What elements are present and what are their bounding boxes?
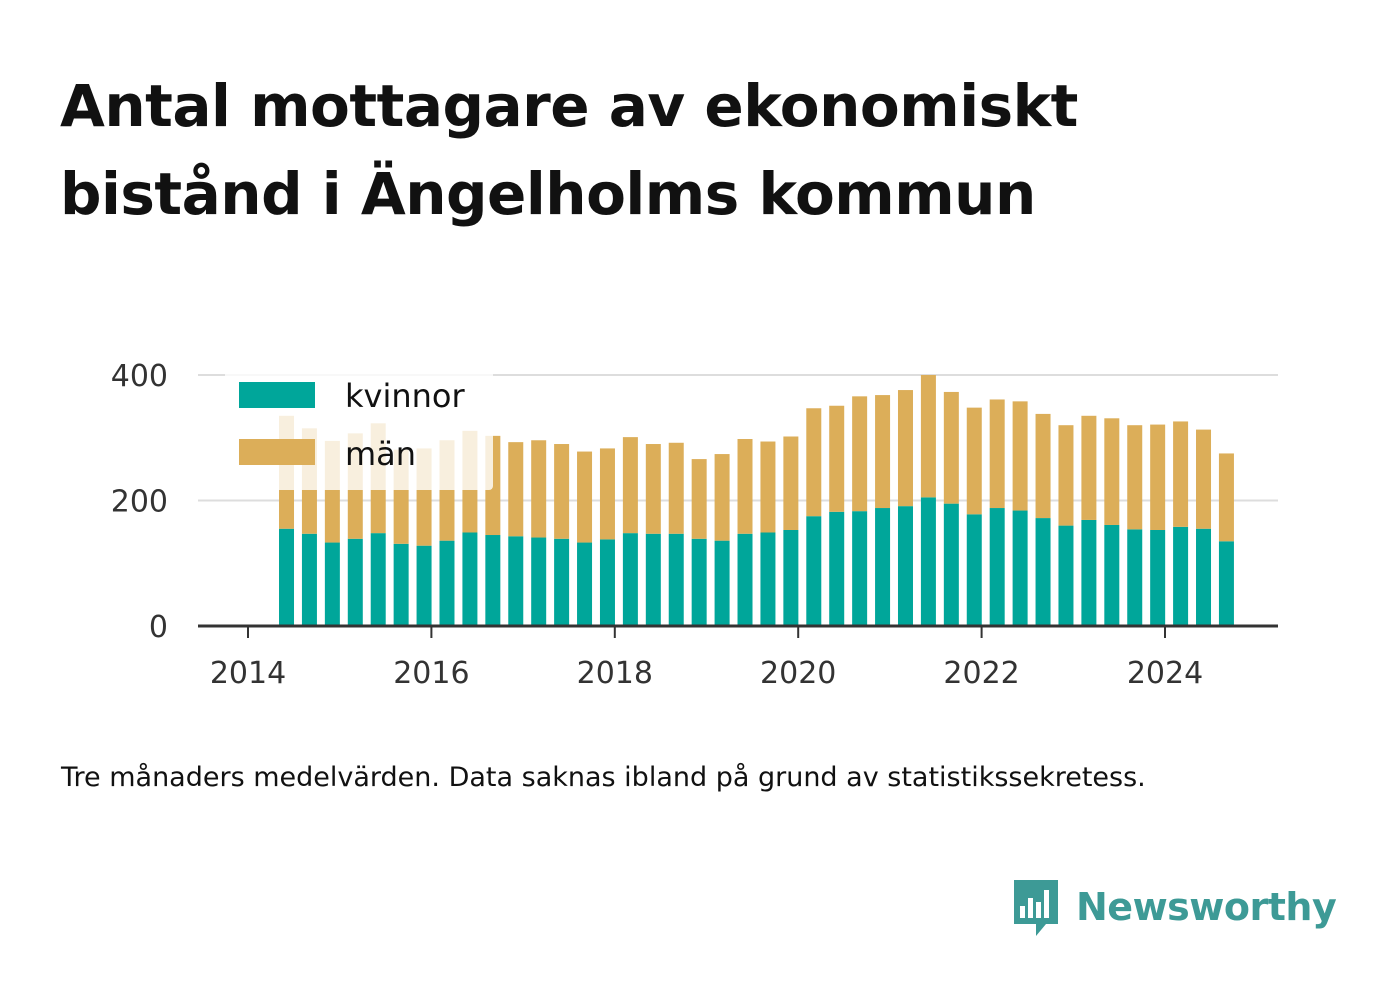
bar-kvinnor-26 <box>875 508 891 626</box>
bar-man-18 <box>691 459 707 539</box>
bar-man-25 <box>852 396 868 512</box>
x-tick-label-2024: 2024 <box>1127 656 1203 691</box>
bar-man-11 <box>531 440 547 538</box>
brand: Newsworthy <box>1010 872 1337 942</box>
bar-kvinnor-10 <box>508 536 524 626</box>
bar-man-36 <box>1104 418 1120 525</box>
bar-kvinnor-40 <box>1196 528 1212 626</box>
bar-man-41 <box>1218 453 1234 542</box>
bar-man-21 <box>760 441 776 533</box>
bar-man-35 <box>1081 415 1097 520</box>
bar-kvinnor-29 <box>943 503 959 626</box>
x-tick-label-2014: 2014 <box>210 656 286 691</box>
bar-kvinnor-33 <box>1035 518 1051 626</box>
bar-kvinnor-6 <box>416 545 432 626</box>
bar-chart-speech-bubble-icon <box>1014 880 1058 936</box>
bar-man-34 <box>1058 425 1074 526</box>
bar-kvinnor-27 <box>897 506 913 626</box>
bar-man-27 <box>897 390 913 507</box>
bar-man-26 <box>875 395 891 509</box>
bar-man-33 <box>1035 413 1051 519</box>
bar-kvinnor-16 <box>645 533 661 626</box>
bar-man-37 <box>1127 425 1143 530</box>
bar-man-32 <box>1012 401 1028 511</box>
bar-kvinnor-34 <box>1058 525 1074 626</box>
x-tick-label-2020: 2020 <box>760 656 836 691</box>
bar-kvinnor-13 <box>577 542 593 626</box>
bar-man-15 <box>622 437 638 534</box>
bar-man-40 <box>1196 429 1212 529</box>
x-tick-label-2018: 2018 <box>577 656 653 691</box>
bar-kvinnor-25 <box>852 511 868 626</box>
legend-swatch-man <box>239 439 315 465</box>
bar-kvinnor-15 <box>622 533 638 626</box>
bar-kvinnor-39 <box>1173 526 1189 626</box>
bar-kvinnor-3 <box>347 538 363 626</box>
x-tick-label-2022: 2022 <box>943 656 1019 691</box>
bar-man-23 <box>806 408 822 517</box>
bar-man-17 <box>668 442 684 534</box>
bar-man-31 <box>989 399 1005 509</box>
bar-kvinnor-2 <box>324 542 340 626</box>
bar-kvinnor-19 <box>714 540 730 626</box>
bar-man-20 <box>737 439 753 534</box>
bar-kvinnor-18 <box>691 538 707 626</box>
bar-kvinnor-21 <box>760 532 776 626</box>
bar-kvinnor-4 <box>370 533 386 626</box>
bar-kvinnor-41 <box>1218 541 1234 626</box>
bar-kvinnor-1 <box>301 533 317 626</box>
y-tick-label-200: 200 <box>111 485 168 520</box>
bar-man-13 <box>577 451 593 543</box>
legend-label-man: män <box>345 435 416 473</box>
bar-kvinnor-11 <box>531 537 547 626</box>
y-tick-label-0: 0 <box>149 610 168 645</box>
bar-man-29 <box>943 391 959 504</box>
bar-kvinnor-22 <box>783 529 799 626</box>
bar-kvinnor-9 <box>485 535 501 626</box>
bar-man-39 <box>1173 421 1189 527</box>
bar-man-12 <box>554 444 570 539</box>
bar-kvinnor-36 <box>1104 524 1120 626</box>
bar-kvinnor-31 <box>989 508 1005 626</box>
bar-kvinnor-14 <box>599 539 615 626</box>
bar-kvinnor-20 <box>737 533 753 626</box>
bar-kvinnor-17 <box>668 533 684 626</box>
legend-swatch-kvinnor <box>239 382 315 408</box>
bar-series <box>279 375 1234 626</box>
bar-man-10 <box>508 442 524 537</box>
bar-man-22 <box>783 436 799 530</box>
bar-kvinnor-24 <box>829 511 845 626</box>
bar-kvinnor-7 <box>439 540 455 626</box>
bar-kvinnor-0 <box>279 528 295 626</box>
brand-name: Newsworthy <box>1076 885 1337 929</box>
footnote: Tre månaders medelvärden. Data saknas ib… <box>61 762 1146 793</box>
bar-man-16 <box>645 444 661 534</box>
x-tick-label-2016: 2016 <box>393 656 469 691</box>
bar-man-30 <box>966 407 982 515</box>
bar-man-19 <box>714 454 730 541</box>
bar-kvinnor-37 <box>1127 529 1143 626</box>
bar-kvinnor-32 <box>1012 510 1028 626</box>
bar-kvinnor-5 <box>393 543 409 626</box>
bar-man-38 <box>1150 424 1166 530</box>
bar-man-24 <box>829 405 845 512</box>
bar-kvinnor-12 <box>554 538 570 626</box>
legend: kvinnor män <box>225 364 493 490</box>
bar-kvinnor-38 <box>1150 529 1166 626</box>
bar-man-28 <box>920 375 936 498</box>
bar-man-14 <box>599 448 615 540</box>
bar-kvinnor-28 <box>920 497 936 626</box>
chart-title: Antal mottagare av ekonomiskt bistånd i … <box>60 72 1078 228</box>
bar-kvinnor-8 <box>462 532 478 626</box>
bar-kvinnor-30 <box>966 514 982 626</box>
bar-kvinnor-35 <box>1081 519 1097 626</box>
bar-kvinnor-23 <box>806 516 822 626</box>
legend-label-kvinnor: kvinnor <box>345 377 466 415</box>
y-tick-label-400: 400 <box>111 359 168 394</box>
axes: 0 200 400 2014 2016 2018 2020 2022 2024 <box>111 359 1278 691</box>
